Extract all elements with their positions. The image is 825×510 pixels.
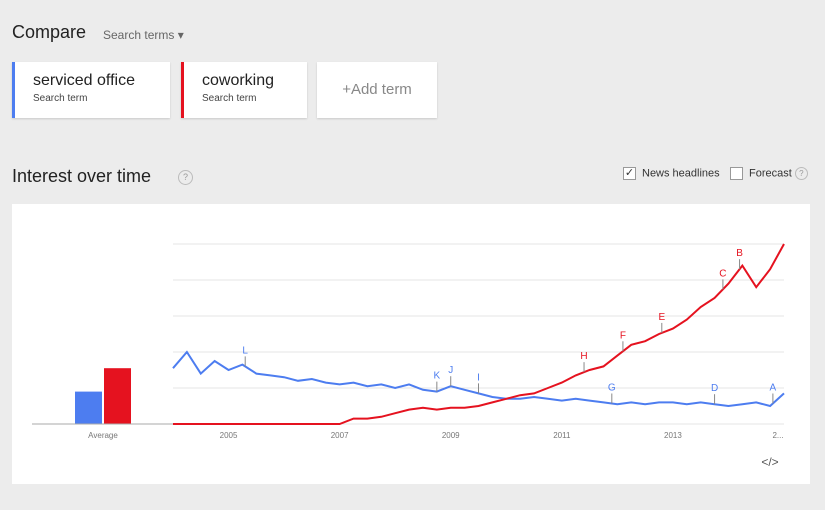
x-tick-label: 2007: [331, 431, 349, 440]
embed-icon[interactable]: </>: [761, 455, 778, 469]
line-series: [173, 243, 785, 425]
term-name: coworking: [202, 72, 275, 89]
chart-panel: </> Average 2005 2007 2009 2011 2013 2... L K J I G…: [12, 204, 810, 484]
x-tick-label: 2005: [220, 431, 238, 440]
annotation-label: G: [608, 382, 616, 393]
forecast-option[interactable]: Forecast ?: [730, 167, 808, 181]
annotation-label: K: [434, 371, 441, 382]
annotation-label: H: [580, 351, 587, 362]
add-term-button[interactable]: +Add term: [317, 62, 437, 118]
news-option[interactable]: ✓ News headlines: [623, 167, 720, 180]
annotation-label: B: [736, 248, 743, 259]
x-tick-label: 2...: [772, 431, 783, 440]
help-icon[interactable]: ?: [178, 170, 193, 185]
x-tick-label: 2011: [553, 431, 571, 440]
annotation-label: L: [242, 345, 248, 356]
option-label: News headlines: [642, 167, 720, 180]
term-name: serviced office: [33, 72, 135, 89]
annotation-label: E: [658, 312, 665, 323]
checkbox: ✓: [623, 167, 636, 180]
term-sub: Search term: [202, 93, 257, 104]
x-tick-label: 2009: [442, 431, 460, 440]
annotation-label: D: [711, 383, 718, 394]
annotation-label: F: [620, 330, 626, 341]
annotation-label: A: [770, 382, 777, 393]
term-sub: Search term: [33, 93, 88, 104]
option-label: Forecast: [749, 167, 792, 180]
bar: [104, 368, 131, 424]
bar: [75, 391, 102, 424]
checkbox: [730, 167, 743, 180]
annotation-label: J: [448, 365, 453, 376]
annotation-label: C: [719, 268, 726, 279]
dropdown-label: Search terms: [103, 28, 175, 42]
x-tick-label: Average: [88, 431, 118, 440]
section-title: Interest over time: [12, 166, 152, 186]
panel-bg: [12, 204, 810, 484]
help-icon[interactable]: ?: [794, 167, 808, 181]
x-tick-label: 2013: [664, 431, 682, 440]
term-card[interactable]: coworking Search term: [181, 62, 307, 118]
term-card[interactable]: serviced office Search term: [12, 62, 170, 118]
search-terms-dropdown[interactable]: Search terms ▾: [103, 28, 184, 42]
annotation-label: I: [477, 372, 480, 383]
page-title: Compare: [12, 22, 87, 42]
